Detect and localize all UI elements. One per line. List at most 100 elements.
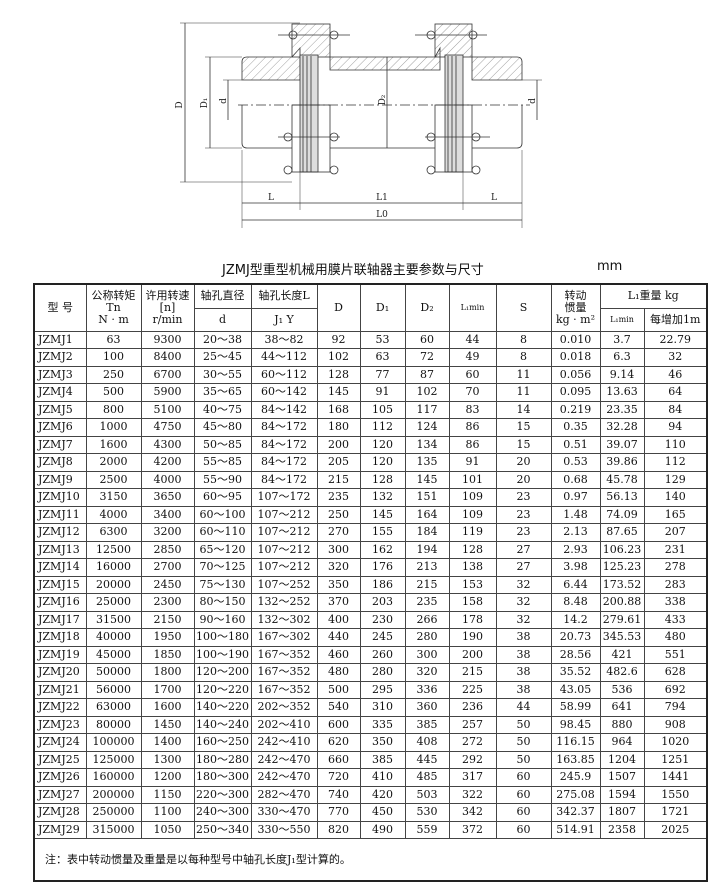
table-row: JZMJ11 4000 3400 60～100 107～212 250 145 164 109 2…: [33, 505, 708, 524]
table-cell: 160000: [85, 768, 142, 787]
table-row: JZMJ9 2500 4000 55～90 84～172 215 128 145 101 20 0.…: [33, 470, 708, 489]
table-cell: 205: [316, 453, 361, 472]
table-cell: 345.53: [599, 628, 645, 647]
table-cell: 60～112: [250, 365, 318, 384]
table-cell: 200: [448, 645, 497, 664]
table-row: JZMJ8 2000 4200 55～85 84～172 205 120 135 91 20 0.5…: [33, 453, 708, 472]
table-cell: 100～180: [193, 628, 252, 647]
table-cell: JZMJ27: [33, 785, 87, 804]
table-row: JZMJ15 20000 2450 75～130 107～252 350 186 215 153…: [33, 575, 708, 594]
table-cell: 184: [404, 523, 450, 542]
table-cell: 1594: [599, 785, 645, 804]
table-cell: 0.219: [550, 400, 601, 419]
table-cell: 503: [404, 785, 450, 804]
table-cell: 180～300: [193, 768, 252, 787]
header-torque: 公称转矩 Tn N · m: [85, 283, 142, 332]
table-cell: 32: [495, 575, 552, 594]
label-d-right: d: [528, 98, 538, 104]
table-row: JZMJ24 100000 1400 160～250 242～410 620 350 408 2…: [33, 733, 708, 752]
table-cell: 145: [316, 383, 361, 402]
table-cell: 100: [85, 348, 142, 367]
table-cell: 12500: [85, 540, 142, 559]
table-cell: 500: [316, 680, 361, 699]
table-cell: JZMJ19: [33, 645, 87, 664]
table-cell: 257: [448, 715, 497, 734]
table-cell: 72: [404, 348, 450, 367]
table-cell: 38: [495, 680, 552, 699]
table-cell: JZMJ10: [33, 488, 87, 507]
unit-label: mm: [597, 259, 623, 274]
table-cell: 167～352: [250, 645, 318, 664]
table-cell: 215: [448, 663, 497, 682]
table-cell: 107～212: [250, 505, 318, 524]
table-cell: 22.79: [643, 330, 708, 349]
table-cell: JZMJ29: [33, 820, 87, 839]
table-cell: 20000: [85, 575, 142, 594]
table-row: JZMJ10 3150 3650 60～95 107～172 235 132 151 109 23…: [33, 488, 708, 507]
table-cell: 60～142: [250, 383, 318, 402]
table-cell: 8.48: [550, 593, 601, 612]
header-weight-Lmin: L₁min: [599, 307, 645, 332]
table-cell: 200000: [85, 785, 142, 804]
table-cell: 964: [599, 733, 645, 752]
table-cell: 2358: [599, 820, 645, 839]
table-cell: 1700: [140, 680, 195, 699]
table-cell: 2150: [140, 610, 195, 629]
table-cell: 140: [643, 488, 708, 507]
table-cell: 445: [404, 750, 450, 769]
table-cell: 600: [316, 715, 361, 734]
table-cell: 4200: [140, 453, 195, 472]
table-cell: 440: [316, 628, 361, 647]
table-cell: 158: [448, 593, 497, 612]
table-cell: JZMJ28: [33, 803, 87, 822]
table-cell: 278: [643, 558, 708, 577]
table-cell: JZMJ9: [33, 470, 87, 489]
table-cell: 0.010: [550, 330, 601, 349]
label-L-left: L: [268, 193, 274, 203]
table-cell: 20～38: [193, 330, 252, 349]
table-cell: 160～250: [193, 733, 252, 752]
table-cell: 317: [448, 768, 497, 787]
table-cell: 0.056: [550, 365, 601, 384]
table-cell: 43.05: [550, 680, 601, 699]
table-cell: 162: [359, 540, 406, 559]
table-cell: 105: [359, 400, 406, 419]
table-cell: 116.15: [550, 733, 601, 752]
table-cell: 120: [359, 435, 406, 454]
table-cell: 420: [359, 785, 406, 804]
table-cell: 213: [404, 558, 450, 577]
table-cell: 1000: [85, 418, 142, 437]
table-cell: 400: [316, 610, 361, 629]
table-cell: 1050: [140, 820, 195, 839]
table-cell: 628: [643, 663, 708, 682]
table-cell: 176: [359, 558, 406, 577]
table-cell: 145: [404, 470, 450, 489]
table-cell: 3.7: [599, 330, 645, 349]
header-S: S: [495, 283, 552, 332]
table-cell: 91: [359, 383, 406, 402]
table-cell: 38: [495, 645, 552, 664]
table-cell: JZMJ8: [33, 453, 87, 472]
table-cell: JZMJ1: [33, 330, 87, 349]
table-cell: 421: [599, 645, 645, 664]
table-cell: 770: [316, 803, 361, 822]
label-D2: D₂: [378, 94, 388, 105]
table-cell: JZMJ24: [33, 733, 87, 752]
table-cell: 75～130: [193, 575, 252, 594]
table-cell: 450: [359, 803, 406, 822]
table-cell: 266: [404, 610, 450, 629]
table-cell: 132～252: [250, 593, 318, 612]
table-cell: 60～110: [193, 523, 252, 542]
table-row: JZMJ25 125000 1300 180～280 242～470 660 385 445 2…: [33, 750, 708, 769]
table-cell: JZMJ12: [33, 523, 87, 542]
table-cell: 315000: [85, 820, 142, 839]
table-cell: 63000: [85, 698, 142, 717]
table-cell: 20: [495, 470, 552, 489]
table-cell: 225: [448, 680, 497, 699]
table-cell: 514.91: [550, 820, 601, 839]
table-cell: 3650: [140, 488, 195, 507]
header-weight: L₁重量 kg: [599, 283, 708, 309]
header-D2: D₂: [404, 283, 450, 332]
table-cell: 100～190: [193, 645, 252, 664]
table-row: JZMJ7 1600 4300 50～85 84～172 200 120 134 86 15 0.5…: [33, 435, 708, 454]
